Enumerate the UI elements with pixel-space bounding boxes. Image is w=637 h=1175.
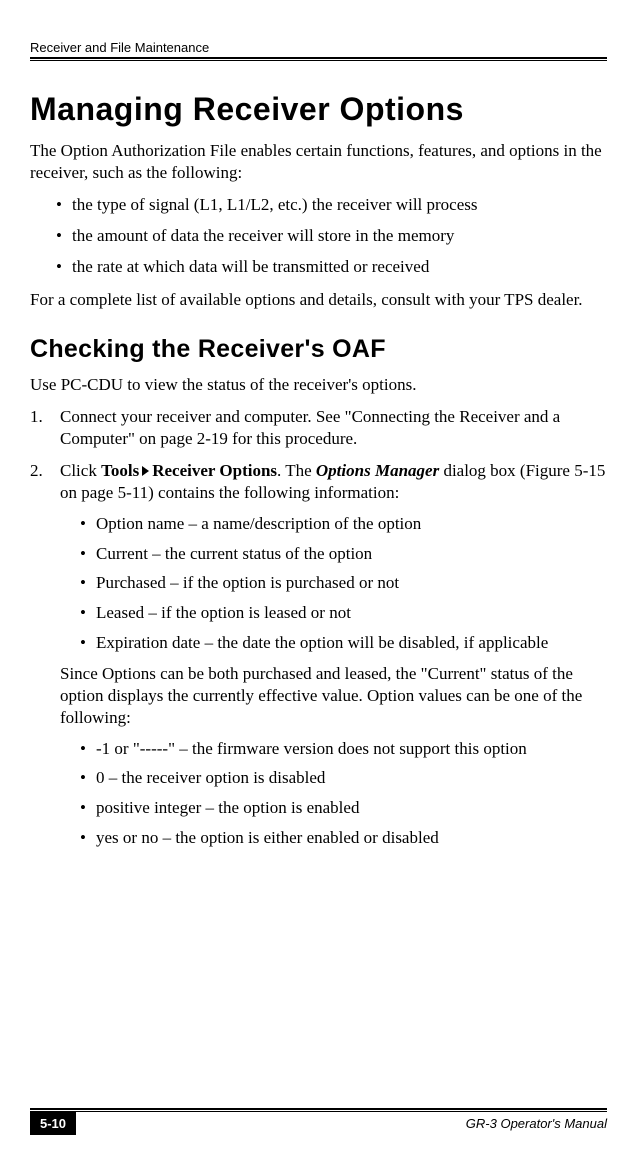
list-item: Option name – a name/description of the … bbox=[80, 513, 607, 536]
list-item: -1 or "-----" – the firmware version doe… bbox=[80, 738, 607, 761]
sub-heading: Checking the Receiver's OAF bbox=[30, 335, 607, 364]
list-item: 0 – the receiver option is disabled bbox=[80, 767, 607, 790]
list-item: the rate at which data will be transmitt… bbox=[56, 256, 607, 279]
page-number: 5-10 bbox=[30, 1112, 76, 1135]
step-number: 2. bbox=[30, 460, 43, 482]
list-item: Leased – if the option is leased or not bbox=[80, 602, 607, 625]
step-text: Click ToolsReceiver Options. The Options… bbox=[60, 461, 605, 502]
list-item: positive integer – the option is enabled bbox=[80, 797, 607, 820]
header-left: Receiver and File Maintenance bbox=[30, 40, 209, 55]
footer: 5-10 GR-3 Operator's Manual bbox=[30, 1108, 607, 1135]
step-number: 1. bbox=[30, 406, 43, 428]
list-item: the type of signal (L1, L1/L2, etc.) the… bbox=[56, 194, 607, 217]
list-item: Current – the current status of the opti… bbox=[80, 543, 607, 566]
value-bullets: -1 or "-----" – the firmware version doe… bbox=[80, 738, 607, 851]
list-item: Purchased – if the option is purchased o… bbox=[80, 572, 607, 595]
step-text: Connect your receiver and computer. See … bbox=[60, 407, 560, 448]
step-1: 1. Connect your receiver and computer. S… bbox=[30, 406, 607, 450]
since-paragraph: Since Options can be both purchased and … bbox=[60, 663, 607, 729]
step2-bullets: Option name – a name/description of the … bbox=[80, 513, 607, 656]
list-item: the amount of data the receiver will sto… bbox=[56, 225, 607, 248]
main-heading: Managing Receiver Options bbox=[30, 91, 607, 128]
intro-outro: For a complete list of available options… bbox=[30, 289, 607, 311]
intro-paragraph: The Option Authorization File enables ce… bbox=[30, 140, 607, 184]
h2-intro: Use PC-CDU to view the status of the rec… bbox=[30, 374, 607, 396]
intro-bullet-list: the type of signal (L1, L1/L2, etc.) the… bbox=[56, 194, 607, 279]
triangle-icon bbox=[142, 466, 149, 476]
list-item: Expiration date – the date the option wi… bbox=[80, 632, 607, 655]
footer-manual-title: GR-3 Operator's Manual bbox=[466, 1116, 607, 1131]
step-2: 2. Click ToolsReceiver Options. The Opti… bbox=[30, 460, 607, 850]
steps-list: 1. Connect your receiver and computer. S… bbox=[30, 406, 607, 850]
header-rule bbox=[30, 57, 607, 61]
list-item: yes or no – the option is either enabled… bbox=[80, 827, 607, 850]
